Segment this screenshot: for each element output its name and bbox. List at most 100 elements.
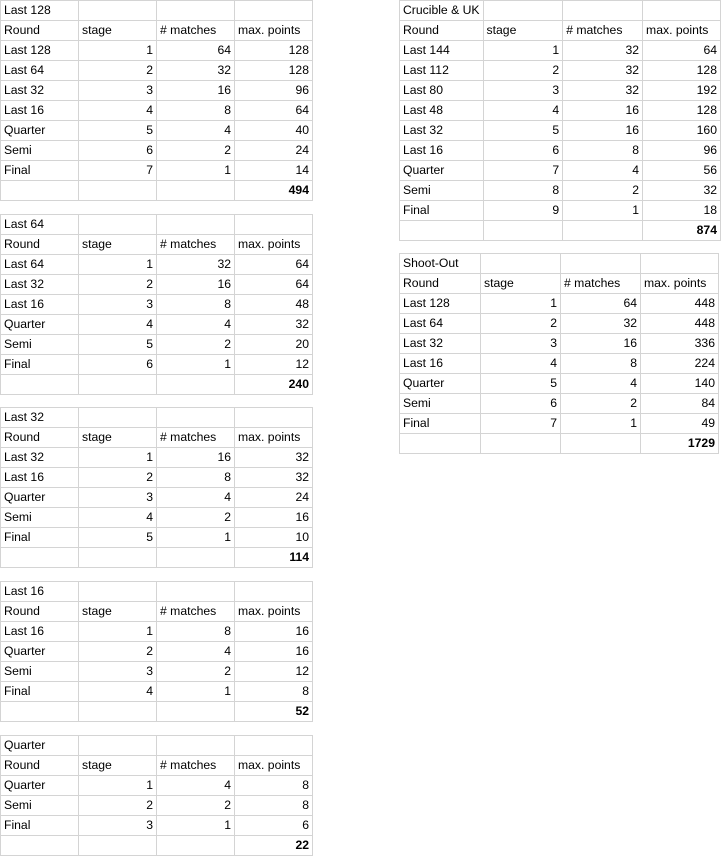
table-row[interactable]: Final 7 1 14 (0, 160, 313, 181)
empty-cell[interactable] (156, 835, 235, 856)
empty-cell[interactable] (640, 253, 719, 274)
empty-cell[interactable] (0, 547, 79, 568)
empty-cell[interactable] (156, 735, 235, 756)
empty-cell[interactable] (156, 214, 235, 235)
empty-cell[interactable] (78, 180, 157, 201)
table-row[interactable]: Last 16 4 8 64 (0, 100, 313, 121)
table-total-row[interactable]: 114 (0, 547, 313, 568)
table-header-row[interactable]: Round stage # matches max. points (0, 20, 313, 41)
empty-cell[interactable] (234, 407, 313, 428)
empty-cell[interactable] (234, 0, 313, 21)
empty-cell[interactable] (156, 547, 235, 568)
empty-cell[interactable] (156, 0, 235, 21)
table-row[interactable]: Final 5 1 10 (0, 527, 313, 548)
empty-cell[interactable] (156, 180, 235, 201)
empty-cell[interactable] (78, 735, 157, 756)
table-row[interactable]: Final 3 1 6 (0, 815, 313, 836)
table-row[interactable]: Last 16 3 8 48 (0, 294, 313, 315)
table-row[interactable]: Quarter 7 4 56 (399, 160, 721, 181)
empty-cell[interactable] (78, 581, 157, 602)
empty-cell[interactable] (399, 433, 481, 454)
table-row[interactable]: Last 32 5 16 160 (399, 120, 721, 141)
empty-cell[interactable] (234, 214, 313, 235)
table-row[interactable]: Semi 6 2 84 (399, 393, 719, 414)
table-last-64[interactable]: Last 64 Round stage # matches max. point… (0, 214, 313, 395)
table-row[interactable]: Last 48 4 16 128 (399, 100, 721, 121)
empty-cell[interactable] (156, 407, 235, 428)
table-row[interactable]: Last 16 6 8 96 (399, 140, 721, 161)
table-row[interactable]: Last 32 3 16 336 (399, 333, 719, 354)
table-title-row[interactable]: Shoot-Out (399, 253, 719, 274)
table-row[interactable]: Final 4 1 8 (0, 681, 313, 702)
table-last-128[interactable]: Last 128 Round stage # matches max. poin… (0, 0, 313, 201)
table-row[interactable]: Quarter 5 4 140 (399, 373, 719, 394)
empty-cell[interactable] (399, 220, 484, 241)
empty-cell[interactable] (480, 253, 561, 274)
empty-cell[interactable] (234, 581, 313, 602)
table-row[interactable]: Quarter 1 4 8 (0, 775, 313, 796)
table-quarter[interactable]: Quarter Round stage # matches max. point… (0, 735, 313, 856)
table-row[interactable]: Final 7 1 49 (399, 413, 719, 434)
table-total-row[interactable]: 494 (0, 180, 313, 201)
table-header-row[interactable]: Round stage # matches max. points (0, 234, 313, 255)
table-row[interactable]: Final 9 1 18 (399, 200, 721, 221)
empty-cell[interactable] (78, 835, 157, 856)
table-header-row[interactable]: Round stage # matches max. points (0, 427, 313, 448)
table-row[interactable]: Semi 6 2 24 (0, 140, 313, 161)
empty-cell[interactable] (562, 0, 644, 21)
empty-cell[interactable] (78, 0, 157, 21)
table-shoot-out[interactable]: Shoot-Out Round stage # matches max. poi… (399, 253, 719, 454)
empty-cell[interactable] (156, 581, 235, 602)
table-total-row[interactable]: 1729 (399, 433, 719, 454)
empty-cell[interactable] (78, 374, 157, 395)
table-title-row[interactable]: Last 128 (0, 0, 313, 21)
table-header-row[interactable]: Round stage # matches max. points (0, 755, 313, 776)
table-row[interactable]: Semi 2 2 8 (0, 795, 313, 816)
table-last-32[interactable]: Last 32 Round stage # matches max. point… (0, 407, 313, 568)
table-row[interactable]: Last 128 1 64 128 (0, 40, 313, 61)
empty-cell[interactable] (78, 214, 157, 235)
empty-cell[interactable] (0, 374, 79, 395)
empty-cell[interactable] (156, 701, 235, 722)
table-row[interactable]: Last 80 3 32 192 (399, 80, 721, 101)
empty-cell[interactable] (562, 220, 644, 241)
table-row[interactable]: Semi 8 2 32 (399, 180, 721, 201)
table-header-row[interactable]: Round stage # matches max. points (399, 20, 721, 41)
table-total-row[interactable]: 22 (0, 835, 313, 856)
table-row[interactable]: Last 16 2 8 32 (0, 467, 313, 488)
table-row[interactable]: Final 6 1 12 (0, 354, 313, 375)
table-title-row[interactable]: Last 64 (0, 214, 313, 235)
table-row[interactable]: Last 64 1 32 64 (0, 254, 313, 275)
table-title-row[interactable]: Last 16 (0, 581, 313, 602)
table-row[interactable]: Quarter 5 4 40 (0, 120, 313, 141)
empty-cell[interactable] (234, 735, 313, 756)
table-title-row[interactable]: Last 32 (0, 407, 313, 428)
empty-cell[interactable] (560, 433, 641, 454)
table-title-row[interactable]: Crucible & UK (399, 0, 721, 21)
empty-cell[interactable] (0, 701, 79, 722)
table-row[interactable]: Last 112 2 32 128 (399, 60, 721, 81)
empty-cell[interactable] (642, 0, 721, 21)
table-total-row[interactable]: 52 (0, 701, 313, 722)
empty-cell[interactable] (0, 180, 79, 201)
empty-cell[interactable] (0, 835, 79, 856)
table-row[interactable]: Semi 3 2 12 (0, 661, 313, 682)
table-crucible-and-uk[interactable]: Crucible & UK Round stage # matches max.… (399, 0, 721, 241)
table-row[interactable]: Last 16 4 8 224 (399, 353, 719, 374)
table-row[interactable]: Last 64 2 32 448 (399, 313, 719, 334)
table-row[interactable]: Last 16 1 8 16 (0, 621, 313, 642)
table-header-row[interactable]: Round stage # matches max. points (399, 273, 719, 294)
table-row[interactable]: Semi 5 2 20 (0, 334, 313, 355)
table-row[interactable]: Last 128 1 64 448 (399, 293, 719, 314)
empty-cell[interactable] (482, 220, 564, 241)
table-row[interactable]: Quarter 4 4 32 (0, 314, 313, 335)
empty-cell[interactable] (560, 253, 641, 274)
empty-cell[interactable] (482, 0, 564, 21)
table-header-row[interactable]: Round stage # matches max. points (0, 601, 313, 622)
empty-cell[interactable] (78, 547, 157, 568)
empty-cell[interactable] (156, 374, 235, 395)
table-row[interactable]: Quarter 2 4 16 (0, 641, 313, 662)
empty-cell[interactable] (78, 407, 157, 428)
table-row[interactable]: Last 32 3 16 96 (0, 80, 313, 101)
table-title-row[interactable]: Quarter (0, 735, 313, 756)
